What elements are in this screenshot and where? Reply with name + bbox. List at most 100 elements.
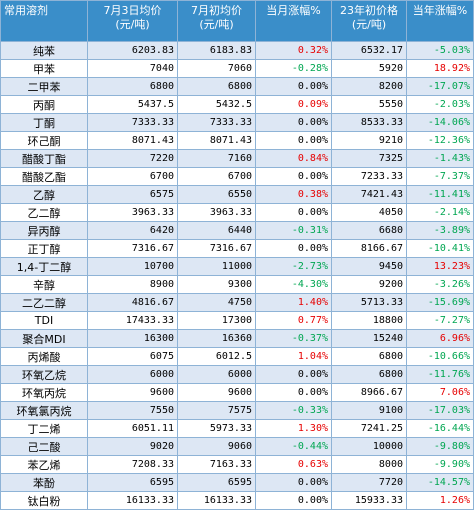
cell-year-start-price: 7720 xyxy=(331,473,407,492)
cell-year-start-price: 9200 xyxy=(331,275,407,294)
cell-year-start-price: 6800 xyxy=(331,347,407,366)
cell-month-change: 0.00% xyxy=(255,77,332,96)
table-row: 醋酸丁酯 7220 7160 0.84% 7325 -1.43% xyxy=(0,149,474,168)
cell-year-change: -17.07% xyxy=(406,77,474,96)
cell-jul3-price: 8900 xyxy=(87,275,178,294)
cell-solvent-name: 丙烯酸 xyxy=(0,347,88,366)
cell-solvent-name: 二乙二醇 xyxy=(0,293,88,312)
cell-year-change: 18.92% xyxy=(406,59,474,78)
cell-jul-start-price: 6800 xyxy=(177,77,256,96)
cell-jul3-price: 6800 xyxy=(87,77,178,96)
cell-jul3-price: 17433.33 xyxy=(87,311,178,330)
cell-month-change: 0.38% xyxy=(255,185,332,204)
cell-year-start-price: 15240 xyxy=(331,329,407,348)
cell-month-change: 0.00% xyxy=(255,473,332,492)
header-month-change: 当月涨幅% xyxy=(255,0,332,42)
cell-jul3-price: 4816.67 xyxy=(87,293,178,312)
table-row: 环氧乙烷 6000 6000 0.00% 6800 -11.76% xyxy=(0,365,474,384)
cell-solvent-name: 异丙醇 xyxy=(0,221,88,240)
cell-jul-start-price: 16360 xyxy=(177,329,256,348)
cell-year-start-price: 5713.33 xyxy=(331,293,407,312)
cell-jul3-price: 7208.33 xyxy=(87,455,178,474)
cell-jul-start-price: 9300 xyxy=(177,275,256,294)
cell-year-start-price: 7421.43 xyxy=(331,185,407,204)
cell-month-change: 0.77% xyxy=(255,311,332,330)
cell-year-change: -5.03% xyxy=(406,41,474,60)
cell-jul3-price: 16300 xyxy=(87,329,178,348)
cell-year-change: -15.69% xyxy=(406,293,474,312)
cell-month-change: -0.44% xyxy=(255,437,332,456)
cell-year-change: 6.96% xyxy=(406,329,474,348)
cell-year-start-price: 9450 xyxy=(331,257,407,276)
table-row: 苯乙烯 7208.33 7163.33 0.63% 8000 -9.90% xyxy=(0,455,474,474)
table-row: 正丁醇 7316.67 7316.67 0.00% 8166.67 -10.41% xyxy=(0,239,474,258)
cell-month-change: 0.00% xyxy=(255,383,332,402)
cell-year-start-price: 7325 xyxy=(331,149,407,168)
cell-year-change: 13.23% xyxy=(406,257,474,276)
cell-jul3-price: 7040 xyxy=(87,59,178,78)
cell-jul3-price: 9020 xyxy=(87,437,178,456)
cell-month-change: 1.30% xyxy=(255,419,332,438)
cell-solvent-name: 辛醇 xyxy=(0,275,88,294)
cell-jul-start-price: 3963.33 xyxy=(177,203,256,222)
cell-jul-start-price: 17300 xyxy=(177,311,256,330)
table-row: 环氧氯丙烷 7550 7575 -0.33% 9100 -17.03% xyxy=(0,401,474,420)
table-row: 环己酮 8071.43 8071.43 0.00% 9210 -12.36% xyxy=(0,131,474,150)
cell-year-change: 1.26% xyxy=(406,491,474,510)
cell-year-start-price: 7241.25 xyxy=(331,419,407,438)
cell-month-change: 0.63% xyxy=(255,455,332,474)
cell-jul3-price: 6575 xyxy=(87,185,178,204)
cell-year-change: -14.06% xyxy=(406,113,474,132)
cell-jul-start-price: 5432.5 xyxy=(177,95,256,114)
header-year-change: 当年涨幅% xyxy=(406,0,474,42)
cell-month-change: -0.33% xyxy=(255,401,332,420)
cell-jul-start-price: 6595 xyxy=(177,473,256,492)
cell-year-start-price: 18800 xyxy=(331,311,407,330)
cell-jul-start-price: 7316.67 xyxy=(177,239,256,258)
cell-jul-start-price: 6183.83 xyxy=(177,41,256,60)
cell-month-change: -4.30% xyxy=(255,275,332,294)
cell-solvent-name: 二甲苯 xyxy=(0,77,88,96)
cell-jul3-price: 6700 xyxy=(87,167,178,186)
cell-solvent-name: 1,4-丁二醇 xyxy=(0,257,88,276)
cell-jul3-price: 6595 xyxy=(87,473,178,492)
table-row: 环氧丙烷 9600 9600 0.00% 8966.67 7.06% xyxy=(0,383,474,402)
cell-jul-start-price: 9600 xyxy=(177,383,256,402)
cell-solvent-name: 环氧丙烷 xyxy=(0,383,88,402)
table-row: 钛白粉 16133.33 16133.33 0.00% 15933.33 1.26% xyxy=(0,491,474,510)
cell-solvent-name: TDI xyxy=(0,311,88,330)
cell-jul-start-price: 11000 xyxy=(177,257,256,276)
cell-year-change: 7.06% xyxy=(406,383,474,402)
table-row: 丁二烯 6051.11 5973.33 1.30% 7241.25 -16.44% xyxy=(0,419,474,438)
cell-month-change: 0.00% xyxy=(255,167,332,186)
cell-jul3-price: 9600 xyxy=(87,383,178,402)
cell-solvent-name: 环氧氯丙烷 xyxy=(0,401,88,420)
cell-solvent-name: 环氧乙烷 xyxy=(0,365,88,384)
cell-jul-start-price: 5973.33 xyxy=(177,419,256,438)
cell-jul3-price: 8071.43 xyxy=(87,131,178,150)
cell-year-change: -2.03% xyxy=(406,95,474,114)
cell-year-change: -16.44% xyxy=(406,419,474,438)
cell-jul3-price: 6051.11 xyxy=(87,419,178,438)
cell-year-start-price: 6532.17 xyxy=(331,41,407,60)
table-row: 二乙二醇 4816.67 4750 1.40% 5713.33 -15.69% xyxy=(0,293,474,312)
cell-jul-start-price: 6550 xyxy=(177,185,256,204)
cell-month-change: 0.00% xyxy=(255,491,332,510)
cell-jul3-price: 10700 xyxy=(87,257,178,276)
cell-jul-start-price: 7333.33 xyxy=(177,113,256,132)
cell-solvent-name: 丁二烯 xyxy=(0,419,88,438)
cell-year-change: -3.89% xyxy=(406,221,474,240)
cell-year-change: -9.80% xyxy=(406,437,474,456)
header-jul3-price: 7月3日均价 (元/吨) xyxy=(87,0,178,42)
cell-year-start-price: 10000 xyxy=(331,437,407,456)
cell-jul-start-price: 7575 xyxy=(177,401,256,420)
cell-solvent-name: 乙醇 xyxy=(0,185,88,204)
cell-year-change: -12.36% xyxy=(406,131,474,150)
cell-year-start-price: 8533.33 xyxy=(331,113,407,132)
table-row: 辛醇 8900 9300 -4.30% 9200 -3.26% xyxy=(0,275,474,294)
header-jul-start-price: 7月初均价 (元/吨) xyxy=(177,0,256,42)
cell-jul-start-price: 6012.5 xyxy=(177,347,256,366)
cell-jul3-price: 3963.33 xyxy=(87,203,178,222)
header-solvent: 常用溶剂 xyxy=(0,0,88,42)
table-row: 1,4-丁二醇 10700 11000 -2.73% 9450 13.23% xyxy=(0,257,474,276)
